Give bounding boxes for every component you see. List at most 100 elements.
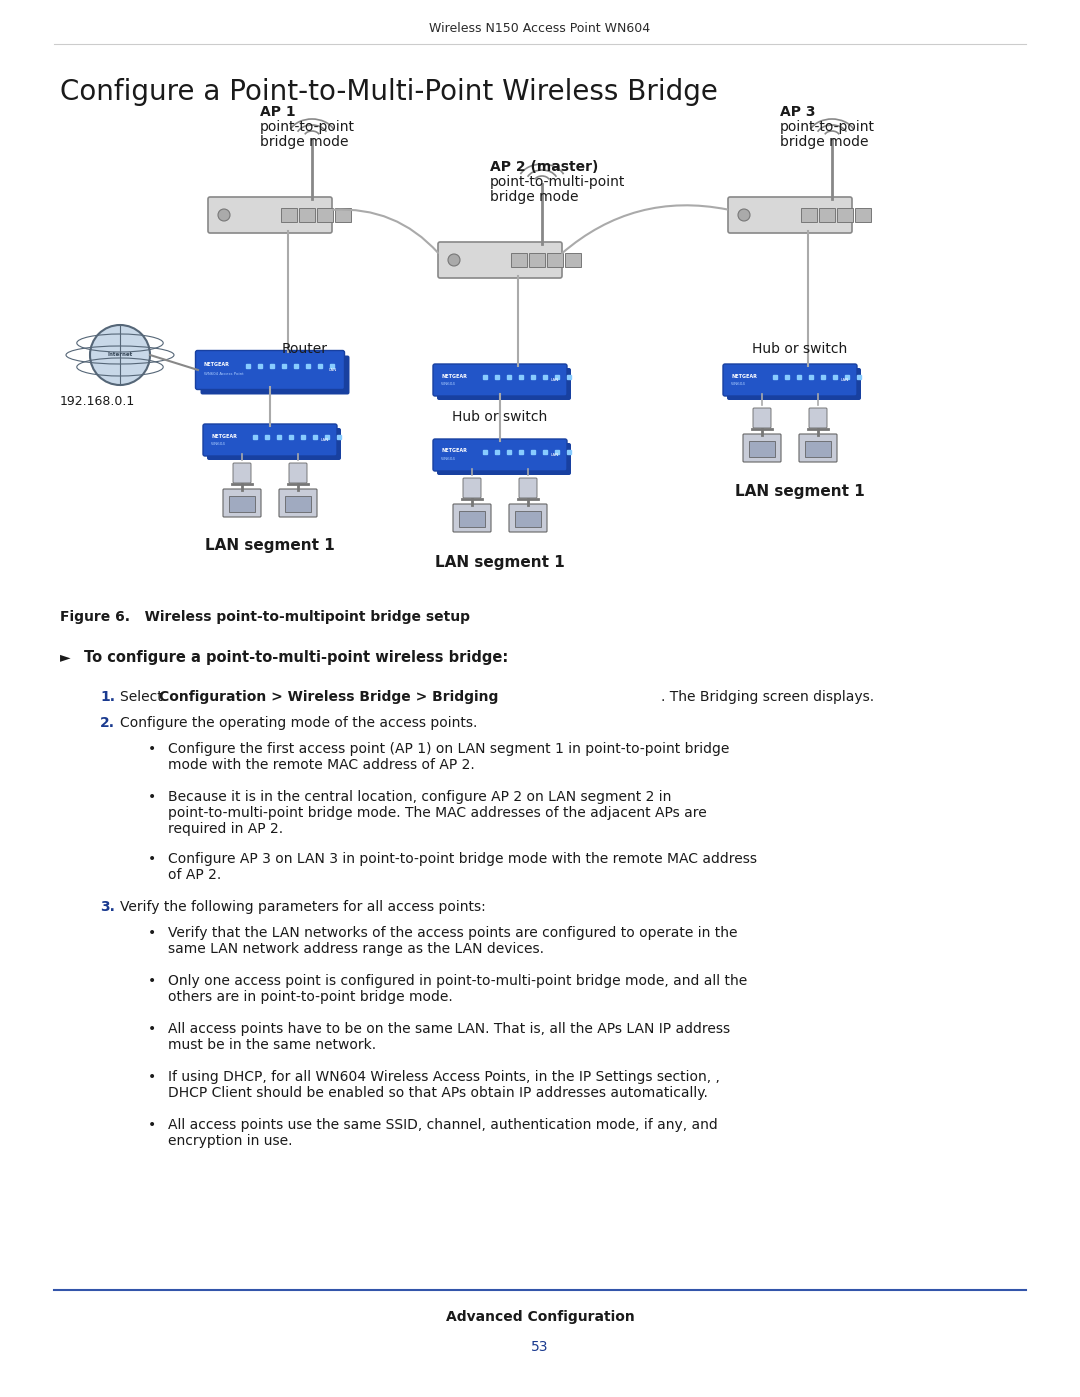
Text: LAN segment 1: LAN segment 1	[735, 483, 865, 499]
Text: LAN: LAN	[328, 367, 337, 372]
Text: •: •	[148, 926, 157, 940]
Text: Hub or switch: Hub or switch	[753, 342, 848, 356]
Text: Hub or switch: Hub or switch	[453, 409, 548, 425]
Bar	[805, 441, 831, 457]
Text: 192.168.0.1: 192.168.0.1	[60, 395, 135, 408]
Text: Because it is in the central location, configure AP 2 on LAN segment 2 in
point-: Because it is in the central location, c…	[168, 789, 706, 837]
Text: Configure the operating mode of the access points.: Configure the operating mode of the acce…	[120, 717, 477, 731]
FancyBboxPatch shape	[728, 197, 852, 233]
FancyBboxPatch shape	[437, 443, 571, 475]
Text: point-to-point: point-to-point	[260, 120, 355, 134]
Text: WN604: WN604	[731, 381, 746, 386]
FancyBboxPatch shape	[743, 434, 781, 462]
Text: LAN: LAN	[321, 439, 329, 441]
FancyBboxPatch shape	[233, 462, 251, 483]
FancyBboxPatch shape	[195, 351, 345, 390]
Text: 3.: 3.	[100, 900, 114, 914]
FancyBboxPatch shape	[437, 367, 571, 400]
Text: To configure a point-to-multi-point wireless bridge:: To configure a point-to-multi-point wire…	[84, 650, 509, 665]
Text: point-to-point: point-to-point	[780, 120, 875, 134]
Bar	[515, 511, 541, 527]
FancyBboxPatch shape	[511, 253, 527, 267]
Bar	[750, 441, 775, 457]
FancyBboxPatch shape	[335, 208, 351, 222]
Text: Configuration > Wireless Bridge > Bridging: Configuration > Wireless Bridge > Bridgi…	[159, 690, 498, 704]
Text: Configure the first access point (AP 1) on LAN segment 1 in point-to-point bridg: Configure the first access point (AP 1) …	[168, 742, 729, 773]
FancyBboxPatch shape	[519, 478, 537, 497]
FancyBboxPatch shape	[509, 504, 546, 532]
Text: 2.: 2.	[100, 717, 114, 731]
Text: bridge mode: bridge mode	[780, 136, 868, 149]
Text: Router: Router	[282, 342, 328, 356]
FancyBboxPatch shape	[855, 208, 870, 222]
Circle shape	[218, 210, 230, 221]
FancyArrowPatch shape	[562, 205, 727, 253]
FancyBboxPatch shape	[207, 427, 341, 460]
FancyBboxPatch shape	[837, 208, 853, 222]
Text: bridge mode: bridge mode	[260, 136, 349, 149]
Text: •: •	[148, 1118, 157, 1132]
Circle shape	[738, 210, 750, 221]
Bar	[285, 496, 311, 511]
FancyBboxPatch shape	[208, 197, 332, 233]
FancyBboxPatch shape	[438, 242, 562, 278]
FancyBboxPatch shape	[723, 365, 858, 395]
FancyBboxPatch shape	[201, 355, 350, 394]
Text: All access points use the same SSID, channel, authentication mode, if any, and
e: All access points use the same SSID, cha…	[168, 1118, 718, 1148]
FancyBboxPatch shape	[279, 489, 318, 517]
Text: WN604: WN604	[211, 441, 226, 446]
Text: point-to-multi-point: point-to-multi-point	[490, 175, 625, 189]
Text: •: •	[148, 852, 157, 866]
Circle shape	[448, 254, 460, 265]
Text: NETGEAR: NETGEAR	[211, 433, 237, 439]
Text: bridge mode: bridge mode	[490, 190, 579, 204]
FancyBboxPatch shape	[727, 367, 861, 400]
Text: Configure a Point-to-Multi-Point Wireless Bridge: Configure a Point-to-Multi-Point Wireles…	[60, 78, 718, 106]
Text: . The Bridging screen displays.: . The Bridging screen displays.	[661, 690, 874, 704]
Text: All access points have to be on the same LAN. That is, all the APs LAN IP addres: All access points have to be on the same…	[168, 1023, 730, 1052]
Text: NETGEAR: NETGEAR	[203, 362, 229, 367]
Circle shape	[90, 326, 150, 386]
FancyBboxPatch shape	[222, 489, 261, 517]
Text: 1.: 1.	[100, 690, 114, 704]
FancyBboxPatch shape	[289, 462, 307, 483]
FancyBboxPatch shape	[318, 208, 333, 222]
Text: NETGEAR: NETGEAR	[731, 373, 757, 379]
FancyBboxPatch shape	[281, 208, 297, 222]
FancyBboxPatch shape	[799, 434, 837, 462]
Text: AP 2 (master): AP 2 (master)	[490, 161, 598, 175]
FancyBboxPatch shape	[819, 208, 835, 222]
Bar	[459, 511, 485, 527]
FancyBboxPatch shape	[529, 253, 545, 267]
FancyBboxPatch shape	[433, 439, 567, 471]
Text: Verify the following parameters for all access points:: Verify the following parameters for all …	[120, 900, 486, 914]
Text: WN604: WN604	[441, 457, 456, 461]
Text: LAN: LAN	[551, 453, 559, 457]
Text: AP 1: AP 1	[260, 105, 296, 119]
Text: •: •	[148, 742, 157, 756]
Text: •: •	[148, 1023, 157, 1037]
Text: If using DHCP, for all WN604 Wireless Access Points, in the IP Settings section,: If using DHCP, for all WN604 Wireless Ac…	[168, 1070, 720, 1101]
FancyBboxPatch shape	[463, 478, 481, 497]
Text: Configure AP 3 on LAN 3 in point-to-point bridge mode with the remote MAC addres: Configure AP 3 on LAN 3 in point-to-poin…	[168, 852, 757, 882]
Text: AP 3: AP 3	[780, 105, 815, 119]
FancyBboxPatch shape	[453, 504, 491, 532]
Bar	[229, 496, 255, 511]
Text: ►: ►	[60, 650, 70, 664]
Text: 53: 53	[531, 1340, 549, 1354]
Text: Figure 6.   Wireless point-to-multipoint bridge setup: Figure 6. Wireless point-to-multipoint b…	[60, 610, 470, 624]
Text: LAN: LAN	[551, 379, 559, 381]
Text: •: •	[148, 1070, 157, 1084]
Text: LAN: LAN	[840, 379, 849, 381]
Text: Only one access point is configured in point-to-multi-point bridge mode, and all: Only one access point is configured in p…	[168, 974, 747, 1004]
FancyBboxPatch shape	[809, 408, 827, 427]
Text: Internet: Internet	[107, 352, 133, 358]
Text: Advanced Configuration: Advanced Configuration	[446, 1310, 634, 1324]
FancyBboxPatch shape	[299, 208, 315, 222]
FancyBboxPatch shape	[753, 408, 771, 427]
Text: WN604 Access Point: WN604 Access Point	[203, 372, 243, 376]
Text: NETGEAR: NETGEAR	[441, 448, 467, 454]
Text: Select: Select	[120, 690, 167, 704]
FancyBboxPatch shape	[546, 253, 563, 267]
FancyBboxPatch shape	[565, 253, 581, 267]
